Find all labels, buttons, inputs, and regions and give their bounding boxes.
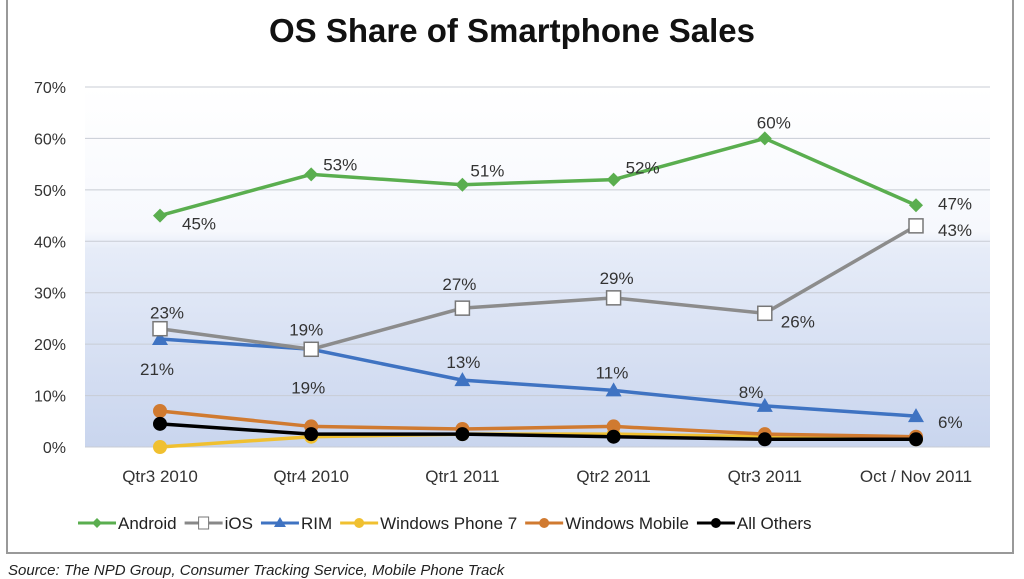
data-point <box>153 440 167 454</box>
data-point <box>908 408 924 423</box>
data-point <box>757 131 772 146</box>
data-point <box>757 305 773 322</box>
plot-area <box>85 87 990 447</box>
y-tick-label: 60% <box>34 131 66 148</box>
data-label: 23% <box>150 304 184 323</box>
data-label: 27% <box>442 275 476 294</box>
data-point <box>756 397 773 412</box>
series-line-ios <box>159 224 917 352</box>
legend-label: Android <box>118 514 177 533</box>
data-point <box>605 290 622 306</box>
data-label: 60% <box>757 113 791 132</box>
data-point <box>606 419 621 434</box>
legend-marker <box>710 518 721 528</box>
data-point <box>304 167 319 182</box>
x-tick-label: Qtr3 2010 <box>122 467 198 486</box>
data-point <box>606 172 621 187</box>
x-tick-label: Qtr1 2011 <box>425 467 499 486</box>
data-point <box>153 404 167 418</box>
source-note: Source: The NPD Group, Consumer Tracking… <box>8 562 505 579</box>
data-label: 52% <box>626 159 660 178</box>
x-tick-label: Oct / Nov 2011 <box>860 467 972 486</box>
series-line-android <box>159 136 917 218</box>
y-tick-label: 50% <box>34 183 66 200</box>
x-tick-label: Qtr4 2010 <box>273 467 349 486</box>
data-point <box>606 429 621 444</box>
data-label: 53% <box>323 155 357 174</box>
legend-label: Windows Phone 7 <box>380 514 517 533</box>
data-point <box>454 300 471 316</box>
x-tick-label: Qtr3 2011 <box>728 467 802 486</box>
data-point <box>454 372 471 387</box>
legend-marker <box>539 518 550 528</box>
legend-marker <box>273 517 286 527</box>
data-point <box>153 416 167 431</box>
data-point <box>605 382 622 397</box>
legend-label: iOS <box>225 514 253 533</box>
data-point <box>304 427 319 442</box>
x-tick-label: Qtr2 2011 <box>576 467 650 486</box>
data-point <box>152 320 168 337</box>
data-point <box>909 432 923 447</box>
data-point <box>908 218 924 234</box>
data-label: 6% <box>938 413 963 432</box>
data-label: 19% <box>289 320 323 339</box>
legend-label: All Others <box>737 514 812 533</box>
data-label: 51% <box>470 162 504 181</box>
data-label: 45% <box>182 215 216 234</box>
legend-label: RIM <box>301 514 332 533</box>
data-point <box>303 341 319 358</box>
series-line-windows-mobile <box>159 409 917 439</box>
data-point <box>152 331 168 345</box>
y-tick-label: 70% <box>34 80 66 97</box>
data-point <box>455 177 470 192</box>
series-line-all-others <box>159 422 916 442</box>
data-label: 29% <box>600 269 634 288</box>
data-label: 21% <box>140 360 174 379</box>
data-point <box>153 208 167 223</box>
legend-marker <box>92 518 102 528</box>
y-tick-label: 20% <box>34 337 66 354</box>
y-tick-label: 30% <box>34 286 66 303</box>
legend-marker <box>198 516 210 530</box>
chart-title: OS Share of Smartphone Sales <box>269 12 755 49</box>
data-label: 11% <box>596 363 629 382</box>
legend-label: Windows Mobile <box>565 514 689 533</box>
data-label: 26% <box>781 312 815 331</box>
data-point <box>757 432 772 447</box>
data-label: 13% <box>446 353 480 372</box>
data-label: 8% <box>739 383 764 402</box>
data-point <box>909 198 923 213</box>
data-point <box>455 427 470 442</box>
data-label: 43% <box>938 221 972 240</box>
y-tick-label: 0% <box>43 440 66 457</box>
data-label: 19% <box>291 378 325 397</box>
data-label: 47% <box>938 194 972 213</box>
legend-marker <box>354 518 365 528</box>
y-tick-label: 10% <box>34 389 66 406</box>
y-tick-label: 40% <box>34 234 66 251</box>
